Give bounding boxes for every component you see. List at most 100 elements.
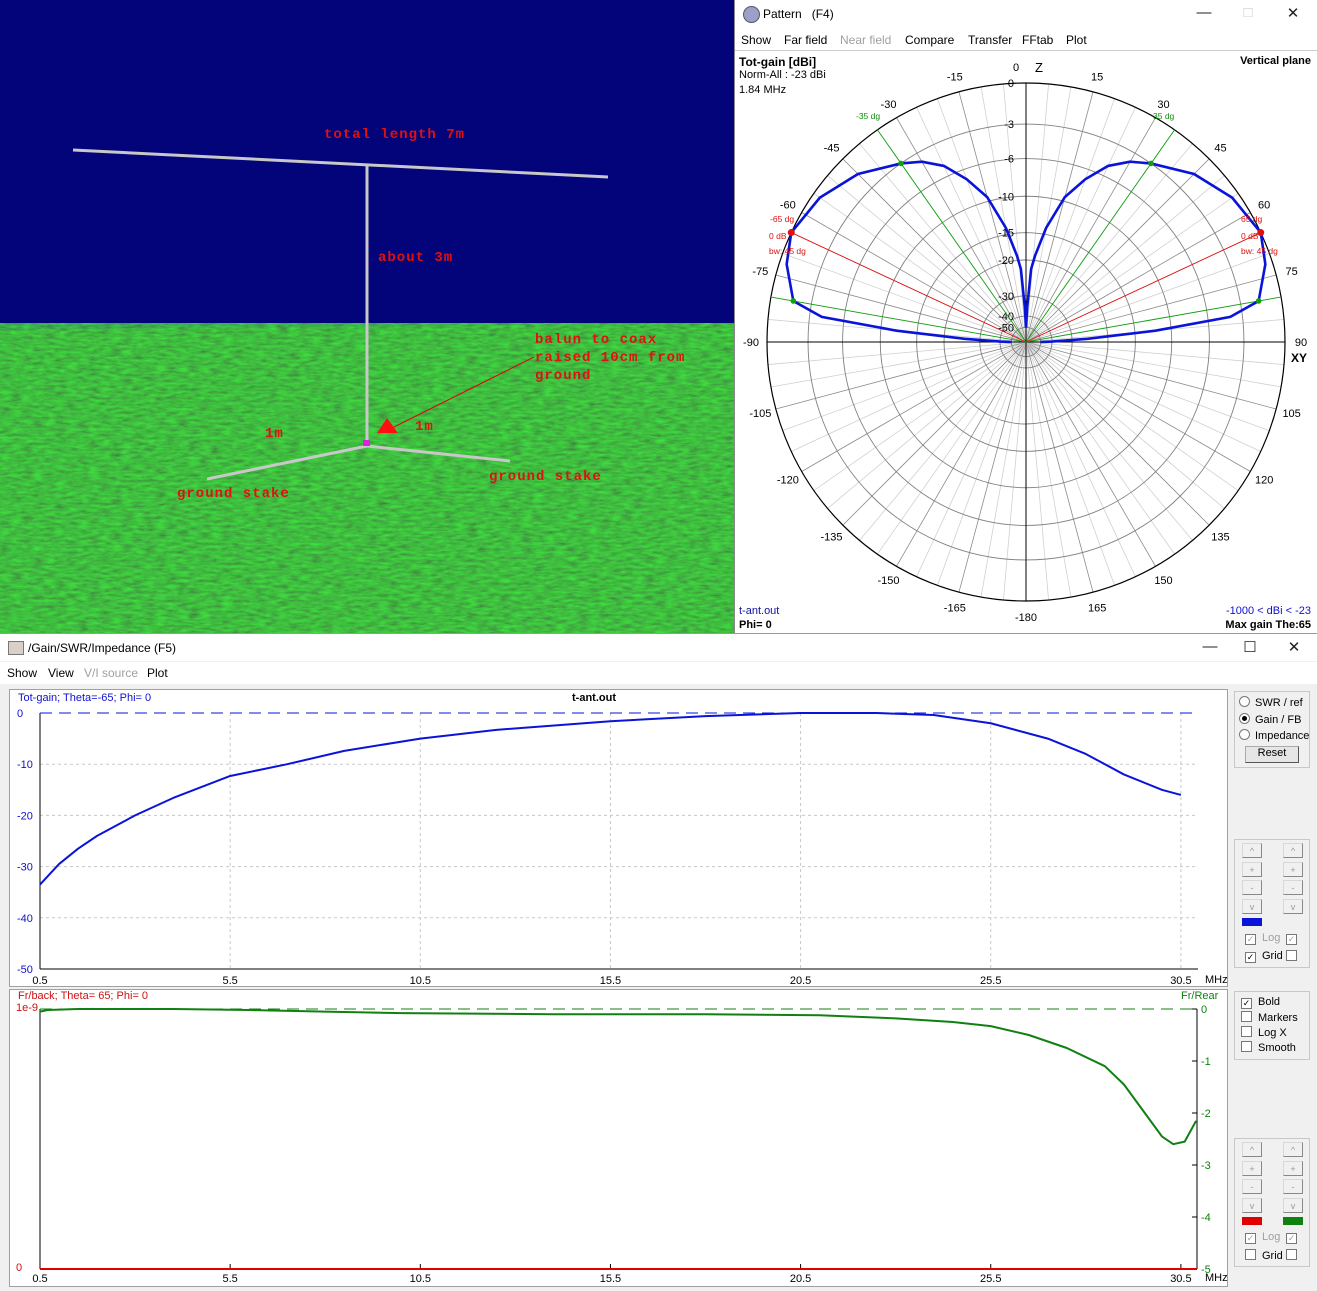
polar-spoke: [1025, 341, 1225, 509]
minimize-button[interactable]: —: [1196, 4, 1212, 21]
scale-down-left-button[interactable]: v: [1242, 1198, 1262, 1214]
logx-checkbox[interactable]: Log X: [1241, 1026, 1287, 1039]
polar-spoke: [813, 193, 1027, 343]
menu-far-field[interactable]: Far field: [784, 33, 828, 47]
polar-spoke: [1025, 175, 1225, 343]
mode-impedance-radio[interactable]: Impedance: [1239, 729, 1309, 742]
smooth-checkbox[interactable]: Smooth: [1241, 1041, 1296, 1054]
mode-gain-radio[interactable]: Gain / FB: [1239, 713, 1301, 726]
antenna-3d-view[interactable]: total length 7m about 3m balun to coax r…: [0, 0, 734, 633]
menu-near-field[interactable]: Near field: [840, 33, 892, 47]
zoom-in-left-button[interactable]: +: [1242, 1160, 1262, 1176]
menu-view[interactable]: View: [48, 666, 74, 680]
menu-show[interactable]: Show: [741, 33, 772, 47]
gain-window-title: /Gain/SWR/Impedance (F5): [28, 641, 177, 655]
marker-line: [1025, 296, 1282, 343]
pattern-marker-dot: [898, 160, 904, 167]
scene-graphics: [0, 0, 734, 633]
scale-up-left-button[interactable]: ^: [1242, 843, 1262, 858]
zoom-out-left-button[interactable]: -: [1242, 880, 1262, 896]
ground-texture: [0, 323, 734, 633]
ring-label: -50: [998, 322, 1014, 334]
scale-up-right-button[interactable]: ^: [1283, 1142, 1303, 1157]
grid-right-checkbox[interactable]: [1286, 1249, 1303, 1262]
mode-gain-label: Gain / FB: [1255, 714, 1302, 726]
polar-spoke: [1025, 91, 1094, 343]
log-right-checkbox: ✓: [1286, 934, 1297, 945]
menu-compare[interactable]: Compare: [905, 33, 955, 47]
angle-label: 135: [1211, 531, 1229, 543]
log-label: Log: [1262, 932, 1281, 944]
zoom-in-right-button[interactable]: +: [1283, 861, 1303, 877]
menu-plot[interactable]: Plot: [1066, 33, 1087, 47]
grid-label: Grid: [1262, 1250, 1283, 1262]
menu-fftab[interactable]: FFtab: [1022, 33, 1054, 47]
x-tick-label: 5.5: [223, 975, 238, 987]
menu-show[interactable]: Show: [7, 666, 38, 680]
polar-spoke: [896, 117, 1027, 343]
x-unit-top: MHz: [1205, 974, 1228, 986]
gain-series-label: Tot-gain; Theta=-65; Phi= 0: [18, 692, 152, 704]
log-right-checkbox: ✓: [1286, 1233, 1297, 1244]
polar-spoke: [1003, 341, 1027, 601]
grid-left-checkbox[interactable]: Grid: [1245, 1249, 1283, 1262]
zoom-in-left-button[interactable]: +: [1242, 861, 1262, 877]
pattern-lobe-left: [785, 160, 1028, 344]
polar-spoke: [1025, 341, 1261, 452]
mode-swr-radio[interactable]: SWR / ref: [1239, 696, 1303, 709]
close-button[interactable]: ✕: [1287, 639, 1301, 656]
polar-spoke: [1025, 341, 1156, 567]
polar-plot-area[interactable]: 0 -3 -6 -10 -15 -20 -30 -40 -50 0 15 30 45 60 75 90 105 1…: [735, 50, 1317, 633]
y-tick-label-right: -2: [1201, 1108, 1211, 1120]
polar-spoke: [1025, 341, 1239, 491]
ring-label: -6: [1004, 154, 1014, 166]
grid-right-checkbox[interactable]: [1286, 950, 1303, 963]
xy-axis-label: XY: [1291, 351, 1307, 365]
x-unit-bottom: MHz: [1205, 1272, 1228, 1284]
reset-button[interactable]: Reset: [1245, 746, 1299, 763]
angle-label: -135: [821, 531, 843, 543]
minimize-button[interactable]: —: [1202, 638, 1218, 655]
zoom-in-right-button[interactable]: +: [1283, 1160, 1303, 1176]
fb-right-color-swatch[interactable]: [1283, 1217, 1303, 1225]
polar-spoke: [1025, 193, 1239, 343]
polar-spoke: [842, 341, 1027, 526]
right-max-angle-label: 65 dg: [1241, 214, 1263, 224]
left-max-angle-label: -65 dg: [770, 214, 794, 224]
menu-vi-source[interactable]: V/I source: [84, 666, 139, 680]
gain-color-swatch[interactable]: [1242, 918, 1262, 926]
grid-left-checkbox[interactable]: ✓ Grid: [1245, 950, 1283, 963]
scale-up-left-button[interactable]: ^: [1242, 1142, 1262, 1157]
angle-label: -30: [881, 99, 897, 111]
fb-left-color-swatch[interactable]: [1242, 1217, 1262, 1225]
polar-spoke: [916, 341, 1027, 577]
gain-titlebar[interactable]: /Gain/SWR/Impedance (F5) — ☐ ✕: [0, 634, 1317, 661]
scale-down-right-button[interactable]: v: [1283, 1198, 1303, 1214]
maximize-button[interactable]: ☐: [1243, 639, 1257, 656]
polar-spoke: [770, 341, 1027, 388]
maximize-button[interactable]: □: [1243, 4, 1253, 21]
menu-plot[interactable]: Plot: [147, 666, 168, 680]
zoom-out-left-button[interactable]: -: [1242, 1179, 1262, 1195]
markers-checkbox[interactable]: Markers: [1241, 1011, 1298, 1024]
angle-label: 75: [1286, 266, 1298, 278]
pattern-lobe-right: [1024, 160, 1267, 344]
pattern-titlebar[interactable]: Pattern (F4) — □ ✕: [735, 0, 1317, 28]
y-tick-label-right: -5: [1201, 1264, 1211, 1276]
angle-label: 105: [1282, 408, 1300, 420]
angle-label: 30: [1157, 99, 1169, 111]
close-button[interactable]: ✕: [1286, 5, 1300, 22]
left-radial-wire: [206, 444, 368, 481]
bold-checkbox[interactable]: ✓ Bold: [1241, 996, 1281, 1009]
gain-swr-window: /Gain/SWR/Impedance (F5) — ☐ ✕ Show View…: [0, 633, 1317, 1291]
fb-right-axis-label: Fr/Rear: [1181, 990, 1219, 1002]
smooth-label: Smooth: [1258, 1042, 1296, 1054]
scale-up-right-button[interactable]: ^: [1283, 843, 1303, 858]
polar-spoke: [1025, 341, 1277, 410]
zoom-out-right-button[interactable]: -: [1283, 880, 1303, 896]
left-beam-label: -35 dg: [856, 111, 880, 121]
menu-transfer[interactable]: Transfer: [968, 33, 1013, 47]
scale-down-left-button[interactable]: v: [1242, 899, 1262, 915]
zoom-out-right-button[interactable]: -: [1283, 1179, 1303, 1195]
scale-down-right-button[interactable]: v: [1283, 899, 1303, 915]
